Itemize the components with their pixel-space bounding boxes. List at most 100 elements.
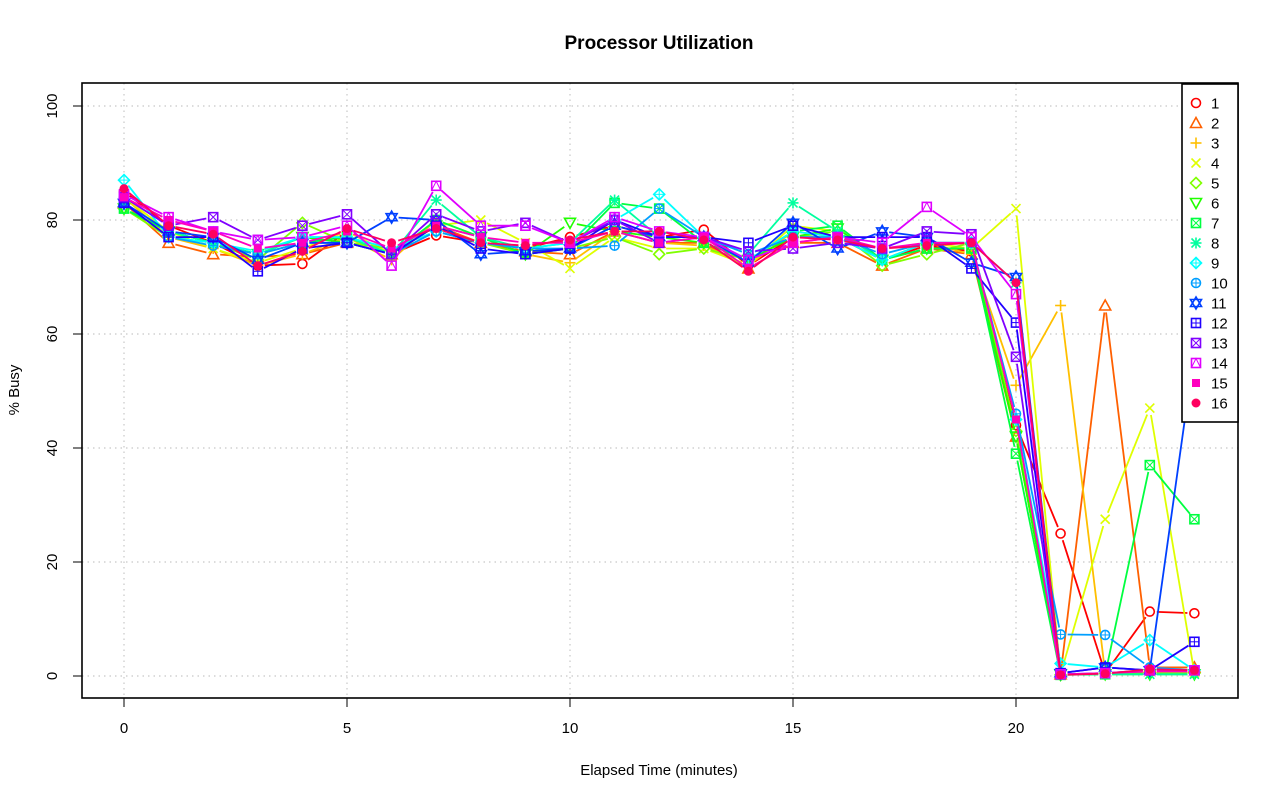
legend-label: 4 — [1211, 156, 1219, 173]
series-12-segment — [710, 237, 742, 243]
x-tick-label: 15 — [785, 720, 802, 737]
legend-marker-2 — [1189, 115, 1203, 129]
series-16-point — [1189, 665, 1199, 675]
series-14-segment — [219, 231, 252, 240]
legend-label: 1 — [1211, 96, 1219, 113]
series-13-segment — [799, 242, 831, 249]
y-tick-label: 100 — [44, 93, 61, 118]
y-axis-label: % Busy — [6, 364, 23, 415]
y-tick-label: 0 — [44, 672, 61, 680]
legend-marker-6 — [1189, 197, 1203, 211]
series-15-point — [120, 193, 128, 202]
series-5-segment — [129, 211, 164, 235]
series-13-segment — [219, 219, 252, 238]
series-12-segment — [799, 226, 832, 237]
series-16-point — [520, 241, 530, 251]
series-16-segment — [175, 226, 207, 234]
series-5-segment — [487, 243, 519, 254]
legend-item: 13 — [1190, 336, 1228, 353]
legend-label: 2 — [1211, 116, 1219, 133]
legend-marker-9 — [1189, 256, 1203, 270]
legend-item: 12 — [1190, 316, 1228, 333]
series-16 — [119, 184, 1199, 680]
legend-marker-8 — [1190, 237, 1202, 249]
series-4-segment — [219, 249, 252, 262]
legend-label: 11 — [1211, 296, 1227, 313]
series-8-point — [787, 197, 799, 209]
series-8-segment — [574, 204, 611, 239]
series-3-segment — [1060, 312, 1106, 667]
series-16-segment — [308, 230, 342, 249]
series-16-point — [877, 244, 887, 253]
series-5-segment — [666, 248, 697, 255]
x-axis-label: Elapsed Time (minutes) — [580, 762, 738, 779]
series-16-point — [966, 238, 976, 248]
series-5-segment — [620, 238, 653, 253]
legend-marker-3 — [1190, 137, 1202, 149]
series-10-segment — [1110, 638, 1145, 665]
legend-item: 8 — [1190, 236, 1219, 253]
series-3-point — [564, 257, 576, 269]
series-13-point — [1010, 351, 1022, 363]
series-10-segment — [576, 245, 608, 249]
series-2-point — [1098, 298, 1113, 311]
legend-marker-5 — [1189, 176, 1203, 190]
legend-label: 14 — [1211, 356, 1228, 373]
series-16-segment — [397, 229, 430, 242]
series-1-point — [1189, 607, 1200, 619]
series-16-point — [743, 266, 753, 276]
series-7-segment — [442, 221, 475, 236]
series-3-segment — [532, 254, 564, 263]
series-10-segment — [264, 243, 296, 254]
legend-label: 10 — [1211, 276, 1228, 293]
series-7-segment — [621, 202, 653, 209]
series-16-point — [208, 229, 218, 239]
series-12-segment — [353, 243, 386, 254]
series-2-segment — [175, 243, 207, 254]
series-15-segment — [129, 199, 163, 218]
series-16-point — [476, 238, 486, 248]
series-16-point — [654, 226, 664, 236]
series-4-point — [1144, 403, 1155, 414]
series-9-segment — [888, 244, 921, 259]
series-15-point — [164, 216, 173, 224]
series-13-segment — [308, 215, 341, 225]
series-14-segment — [844, 237, 876, 243]
series-16-point — [431, 224, 441, 234]
series-16-segment — [532, 239, 564, 246]
series-14-point — [1010, 288, 1022, 300]
series-16-segment — [487, 242, 519, 247]
series-13-point — [297, 220, 308, 231]
series-7-segment — [664, 212, 699, 240]
y-tick-label: 40 — [44, 440, 61, 457]
series-14-point — [252, 234, 264, 246]
series-14-point — [430, 180, 442, 192]
series-14-point — [386, 259, 397, 271]
series-11-segment — [753, 226, 789, 259]
series-1-segment — [1156, 610, 1188, 614]
series-16-segment — [799, 236, 831, 241]
series-16-segment — [709, 243, 744, 269]
series-3-segment — [666, 242, 697, 247]
series-4-point — [1100, 514, 1111, 525]
legend-marker-15 — [1192, 379, 1200, 387]
series-9-segment — [353, 237, 386, 248]
series-15-segment — [175, 220, 207, 231]
series-15-segment — [442, 226, 475, 237]
series-15-point — [789, 238, 797, 247]
legend-marker-11 — [1189, 295, 1203, 311]
series-13-segment — [888, 233, 921, 247]
series-14-segment — [531, 227, 564, 242]
series-2-segment — [933, 248, 965, 255]
series-16-segment — [976, 246, 1012, 279]
legend-item: 4 — [1190, 156, 1219, 173]
series-15-point — [387, 244, 396, 253]
series-5-segment — [576, 237, 609, 248]
legend-item: 2 — [1189, 115, 1219, 133]
series-4-point — [564, 263, 576, 274]
series-4-segment — [976, 212, 1012, 245]
series-12-point — [966, 263, 977, 274]
series-6-segment — [754, 239, 788, 258]
